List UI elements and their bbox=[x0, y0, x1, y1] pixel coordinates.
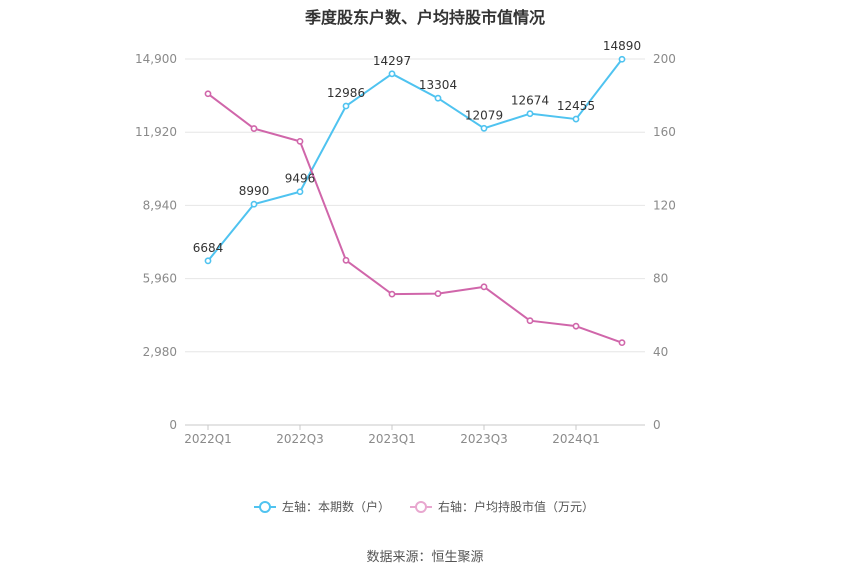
x-axis-tick-label: 2023Q3 bbox=[460, 432, 508, 446]
series-1-point bbox=[296, 188, 304, 196]
series-2-point bbox=[388, 290, 396, 298]
left-axis-tick-label: 8,940 bbox=[143, 198, 177, 212]
right-axis-tick-label: 0 bbox=[653, 418, 661, 432]
series-2-point bbox=[250, 125, 258, 132]
x-axis-tick-label: 2023Q1 bbox=[368, 432, 416, 446]
series-2-point bbox=[618, 339, 626, 347]
series-layer bbox=[204, 55, 626, 347]
series-2-point bbox=[572, 322, 580, 330]
left-axis-tick-label: 2,980 bbox=[143, 345, 177, 359]
left-axis-tick-label: 5,960 bbox=[143, 272, 177, 286]
data-labels: 6684 8990 9496 12986 14297 13304 12079 12674 124… bbox=[193, 39, 641, 255]
data-label: 14297 bbox=[373, 54, 411, 68]
right-axis-tick-label: 80 bbox=[653, 272, 668, 286]
right-axis-tick-label: 160 bbox=[653, 125, 676, 139]
data-label: 12986 bbox=[327, 86, 365, 100]
left-axis-tick-label: 14,900 bbox=[135, 52, 177, 66]
data-label: 9496 bbox=[285, 172, 316, 186]
data-label: 12674 bbox=[511, 94, 549, 108]
data-label: 14890 bbox=[603, 39, 641, 53]
legend-label: 左轴：本期数（户） bbox=[282, 499, 390, 514]
data-label: 8990 bbox=[239, 184, 270, 198]
data-label: 12455 bbox=[557, 99, 595, 113]
series-line-2 bbox=[207, 92, 623, 344]
legend-label: 右轴：户均持股市值（万元） bbox=[438, 499, 594, 514]
axes: 0 0 2,980 40 5,960 80 8,940 120 11,920 160 14,900 2… bbox=[135, 52, 676, 446]
left-axis-tick-label: 0 bbox=[169, 418, 177, 432]
chart-title: 季度股东户数、户均持股市值情况 bbox=[304, 8, 545, 27]
series-2-point bbox=[526, 317, 534, 325]
series-2-point bbox=[342, 256, 350, 264]
series-1-point bbox=[434, 94, 442, 102]
data-label: 13304 bbox=[419, 78, 457, 92]
series-1-point bbox=[618, 55, 626, 63]
series-1-point bbox=[388, 70, 396, 78]
legend-swatch-marker bbox=[259, 501, 271, 513]
right-axis-tick-label: 120 bbox=[653, 198, 676, 212]
series-2-point bbox=[480, 283, 488, 291]
series-1-point bbox=[572, 115, 580, 123]
legend-swatch-marker bbox=[415, 501, 427, 513]
right-axis-tick-label: 40 bbox=[653, 345, 668, 359]
legend: 左轴：本期数（户） 右轴：户均持股市值（万元） bbox=[254, 499, 594, 514]
series-line-1 bbox=[207, 58, 623, 262]
series-1-point bbox=[526, 110, 534, 118]
series-1-point bbox=[204, 257, 212, 265]
series-2-point bbox=[204, 90, 212, 98]
right-axis-tick-label: 200 bbox=[653, 52, 676, 66]
data-label: 6684 bbox=[193, 241, 224, 255]
grid-lines bbox=[185, 58, 645, 426]
x-axis-tick-label: 2024Q1 bbox=[552, 432, 600, 446]
series-1-point bbox=[480, 124, 488, 132]
left-axis-tick-label: 11,920 bbox=[135, 125, 177, 139]
x-axis-tick-label: 2022Q3 bbox=[276, 432, 324, 446]
series-2-point bbox=[434, 290, 442, 298]
series-1-point bbox=[342, 102, 350, 110]
series-2-point bbox=[296, 137, 304, 145]
source-note: 数据来源：恒生聚源 bbox=[366, 550, 484, 565]
data-label: 12079 bbox=[465, 108, 503, 122]
series-1-point bbox=[250, 200, 258, 208]
x-axis-tick-label: 2022Q1 bbox=[184, 432, 232, 446]
